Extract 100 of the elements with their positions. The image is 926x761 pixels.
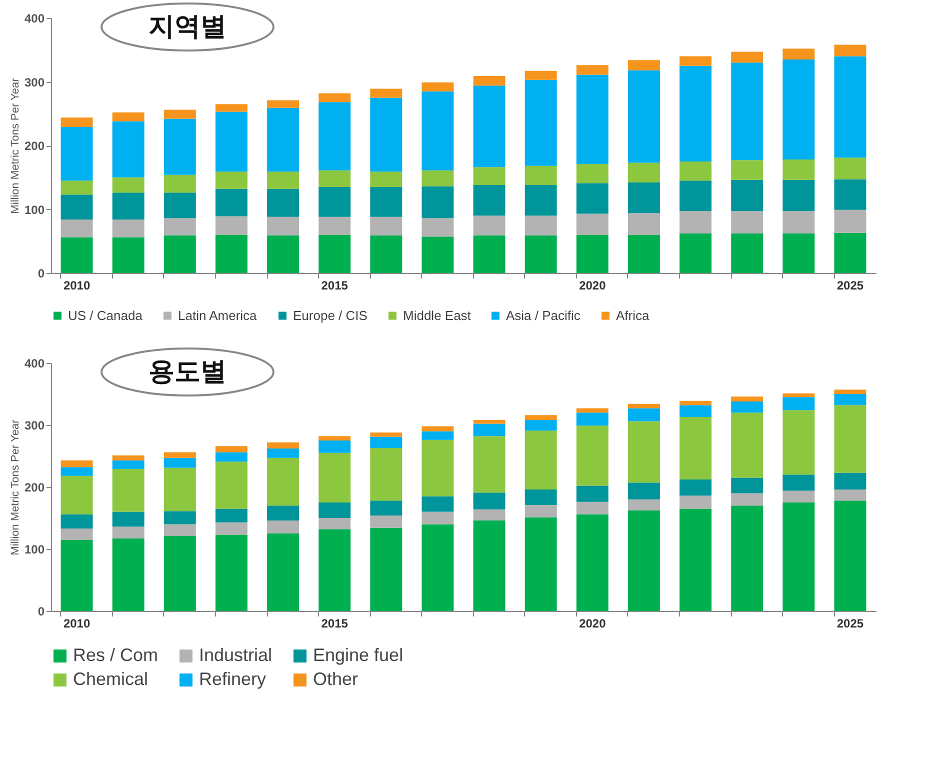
bar xyxy=(370,88,402,98)
bar xyxy=(370,448,402,501)
bar xyxy=(318,102,351,170)
bar xyxy=(834,210,866,233)
y-tick-label: 0 xyxy=(38,604,45,618)
bar xyxy=(112,177,144,193)
bar xyxy=(576,502,608,514)
bar xyxy=(267,442,300,449)
bar xyxy=(267,188,300,217)
y-tick-label: 300 xyxy=(24,75,45,90)
y-tick-label: 300 xyxy=(24,418,45,432)
bar xyxy=(422,431,454,440)
bar xyxy=(576,164,608,184)
bar xyxy=(731,180,764,212)
bar xyxy=(60,467,93,476)
bar xyxy=(318,440,351,453)
legend-label: Asia / Pacific xyxy=(506,308,581,323)
bar xyxy=(473,76,506,86)
bar xyxy=(267,216,300,236)
bar xyxy=(473,509,506,520)
bar xyxy=(628,162,660,182)
y-axis-title: Million Metric Tons Per Year xyxy=(9,419,22,556)
bar xyxy=(267,108,300,172)
bar xyxy=(164,511,196,524)
x-tick-label: 2025 xyxy=(836,616,864,630)
bar xyxy=(112,219,144,238)
bar xyxy=(628,482,660,500)
bar xyxy=(782,211,815,234)
bar xyxy=(782,397,815,410)
bar xyxy=(112,192,144,220)
bar xyxy=(628,182,660,214)
bar xyxy=(215,534,248,611)
bar xyxy=(680,400,712,406)
bar xyxy=(422,512,454,524)
legend-label: Latin America xyxy=(178,308,258,323)
bar xyxy=(731,52,764,63)
x-tick-label: 2010 xyxy=(63,616,90,630)
bar xyxy=(60,127,93,181)
bar xyxy=(576,234,608,273)
bar xyxy=(112,460,144,470)
bar xyxy=(318,234,351,273)
x-tick-label: 2020 xyxy=(579,616,606,630)
bar xyxy=(524,504,557,518)
legend-label: US / Canada xyxy=(68,308,144,323)
bar xyxy=(164,218,196,236)
bar xyxy=(782,59,815,160)
bar xyxy=(473,424,506,436)
bar xyxy=(576,65,608,75)
bar xyxy=(834,405,866,473)
bar xyxy=(318,529,351,611)
bar xyxy=(576,214,608,235)
bar xyxy=(473,436,506,493)
bar xyxy=(473,167,506,186)
bar xyxy=(473,235,506,273)
bar xyxy=(731,211,764,234)
bar xyxy=(680,180,712,212)
bar xyxy=(60,117,93,128)
bar xyxy=(524,430,557,490)
bar xyxy=(628,213,660,235)
bar xyxy=(422,426,454,432)
legend-label: Africa xyxy=(616,308,650,323)
legend-label: Middle East xyxy=(403,308,472,323)
bar xyxy=(680,416,712,480)
bar xyxy=(782,393,815,398)
bar xyxy=(473,492,506,510)
bar xyxy=(370,516,402,528)
bar xyxy=(318,452,351,502)
bar xyxy=(60,528,93,540)
bar xyxy=(215,172,248,189)
bar xyxy=(164,192,196,218)
bar xyxy=(60,476,93,514)
bar xyxy=(524,216,557,236)
bar xyxy=(215,112,248,172)
bar xyxy=(731,478,764,494)
bar xyxy=(370,216,402,236)
bar xyxy=(164,174,196,193)
bar xyxy=(782,160,815,180)
bar xyxy=(628,408,660,422)
bar xyxy=(370,235,402,273)
bar xyxy=(60,194,93,220)
bar xyxy=(112,526,144,538)
bar xyxy=(782,233,815,273)
bar xyxy=(680,405,712,417)
bar xyxy=(267,235,300,273)
bar xyxy=(267,534,300,611)
bar xyxy=(112,112,144,122)
legend-label: Chemical xyxy=(73,669,148,689)
bar xyxy=(731,401,764,413)
y-tick-label: 200 xyxy=(24,480,45,494)
bar xyxy=(60,540,93,611)
bar xyxy=(680,211,712,234)
bar xyxy=(370,528,402,611)
x-tick-label: 2010 xyxy=(63,278,90,292)
bar xyxy=(782,502,815,611)
bar xyxy=(782,474,815,491)
bar xyxy=(422,186,454,218)
bar xyxy=(576,486,608,502)
bar xyxy=(164,524,196,536)
bar xyxy=(267,458,300,506)
bar xyxy=(680,161,712,181)
